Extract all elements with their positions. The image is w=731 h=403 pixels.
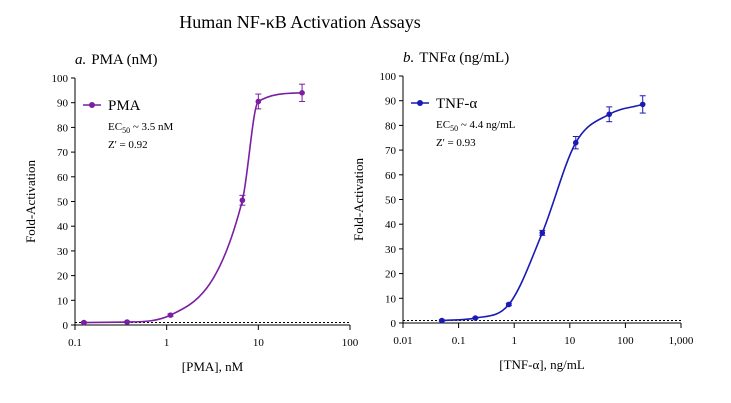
y-axis-title: Fold-Activation: [351, 157, 366, 241]
legend-label: TNF-α: [436, 96, 477, 112]
y-tick-label: 60: [385, 170, 397, 182]
data-point: [167, 312, 174, 318]
annotation-text: Z' = 0.92: [108, 139, 148, 151]
y-tick-label: 30: [57, 246, 69, 258]
panel-title: b. TNFα (ng/mL): [403, 50, 509, 66]
legend-marker: [89, 102, 95, 108]
annotation-sub: 50: [450, 124, 458, 133]
annotation-text: EC: [108, 121, 122, 133]
x-tick-label: 1: [511, 335, 517, 347]
x-axis-title: [TNF-α], ng/mL: [499, 357, 585, 372]
x-tick-label: 0.1: [68, 337, 82, 349]
y-tick-label: 40: [385, 219, 397, 231]
x-tick-label: 0.1: [452, 335, 466, 347]
annotation-text: EC: [436, 119, 450, 131]
y-tick-label: 80: [385, 120, 397, 132]
annotation: EC50 ~ 4.4 ng/mL: [436, 119, 516, 133]
figure-title: Human NF-κB Activation Assays: [179, 12, 421, 32]
data-point: [639, 101, 646, 108]
data-point: [299, 90, 305, 96]
y-tick-label: 10: [57, 295, 69, 307]
x-tick-label: 0.01: [393, 335, 412, 347]
y-tick-label: 70: [385, 145, 397, 157]
data-point: [606, 111, 613, 118]
legend-marker: [417, 100, 423, 106]
annotation-tail: ~ 3.5 nM: [130, 121, 173, 133]
y-tick-label: 0: [63, 320, 69, 332]
data-point: [506, 301, 512, 308]
data-point: [124, 319, 130, 325]
data-point: [239, 197, 246, 204]
annotation: Z' = 0.92: [108, 139, 148, 151]
x-tick-label: 100: [617, 335, 634, 347]
annotation-sub: 50: [122, 126, 130, 135]
annotation-text: Z' = 0.93: [436, 137, 476, 149]
y-tick-label: 30: [385, 244, 397, 256]
data-point: [255, 98, 262, 105]
y-tick-label: 0: [391, 318, 397, 330]
y-tick-label: 10: [385, 293, 397, 305]
data-point: [472, 315, 479, 321]
x-tick-label: 1: [164, 337, 170, 349]
y-tick-label: 70: [57, 147, 69, 159]
y-tick-label: 80: [57, 122, 69, 134]
x-tick-label: 10: [253, 337, 265, 349]
y-tick-label: 40: [57, 221, 69, 233]
annotation: EC50 ~ 3.5 nM: [108, 121, 174, 135]
y-tick-label: 20: [57, 271, 69, 283]
legend-label: PMA: [108, 98, 141, 114]
y-tick-label: 100: [52, 73, 69, 85]
panel-title: a. PMA (nM): [75, 52, 158, 68]
panel-label: b.: [403, 50, 414, 66]
x-tick-label: 100: [342, 337, 359, 349]
data-point: [439, 317, 445, 324]
x-tick-label: 1,000: [669, 335, 694, 347]
annotation-tail: ~ 4.4 ng/mL: [458, 119, 516, 131]
y-tick-label: 90: [385, 96, 397, 108]
y-tick-label: 50: [385, 195, 397, 207]
y-tick-label: 90: [57, 98, 69, 110]
x-axis-title: [PMA], nM: [182, 359, 244, 374]
y-tick-label: 50: [57, 197, 69, 209]
data-point: [81, 319, 87, 326]
panel-title-text: TNFα (ng/mL): [419, 50, 509, 66]
x-tick-label: 10: [564, 335, 576, 347]
data-point: [572, 139, 579, 146]
panel-label: a.: [75, 52, 86, 68]
data-point: [539, 230, 546, 236]
y-axis-title: Fold-Activation: [23, 159, 38, 243]
y-tick-label: 20: [385, 269, 397, 281]
y-tick-label: 100: [380, 71, 397, 83]
annotation: Z' = 0.93: [436, 137, 476, 149]
y-tick-label: 60: [57, 172, 69, 184]
panel-title-text: PMA (nM): [91, 52, 157, 68]
